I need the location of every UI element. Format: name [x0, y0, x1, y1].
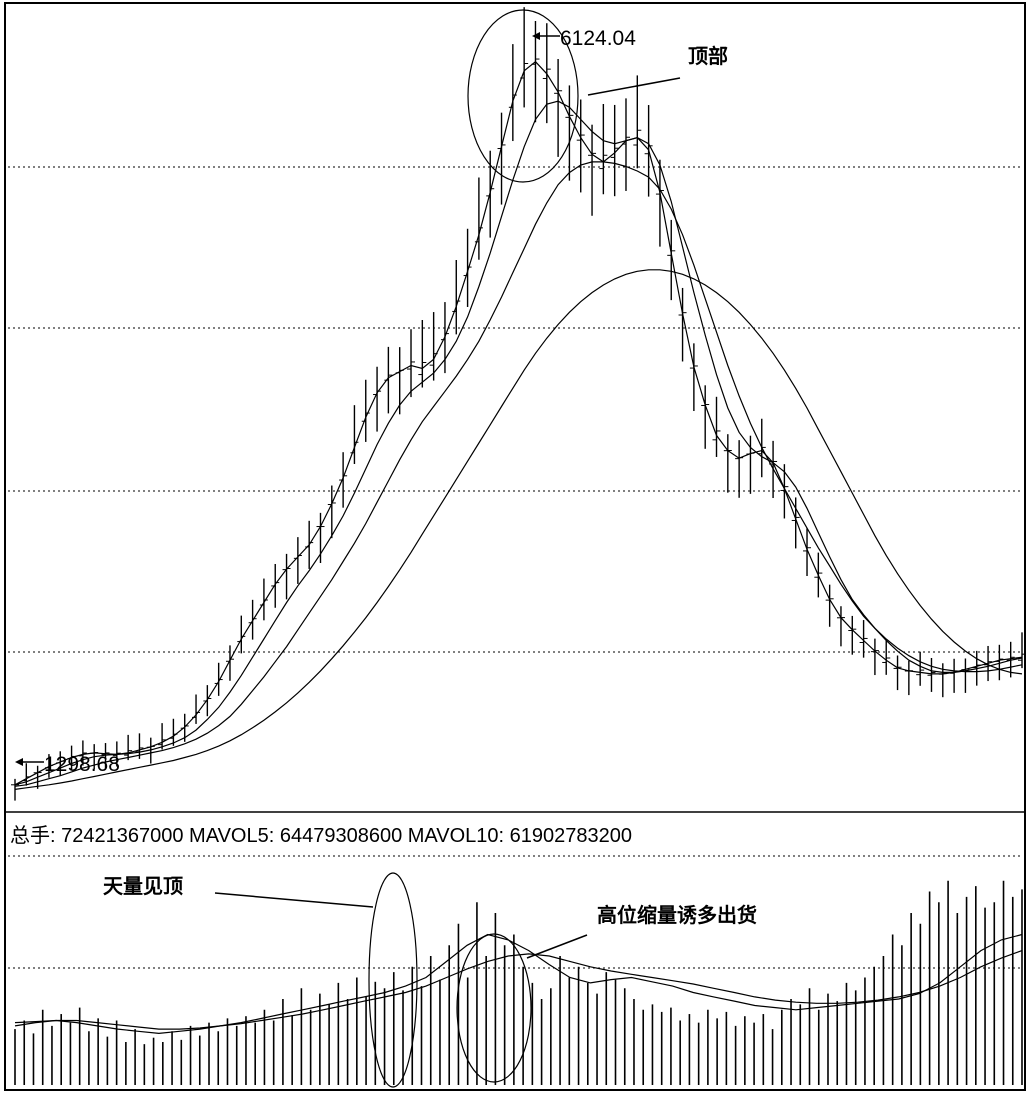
volume-gridlines — [8, 855, 1022, 969]
high-arrow-head — [532, 32, 540, 40]
low-price-label: 1298.68 — [44, 753, 120, 776]
price-moving-averages — [14, 60, 1023, 790]
volume-header: 总手: 72421367000 MAVOL5: 64479308600 MAVO… — [10, 824, 632, 847]
mavol10-label: MAVOL10 — [408, 825, 499, 847]
volume-panel: 总手: 72421367000 MAVOL5: 64479308600 MAVO… — [8, 824, 1023, 1088]
volume-moving-averages — [14, 933, 1023, 1035]
top-annotation: 顶部 — [688, 44, 728, 68]
volume-ma-line-2 — [14, 950, 1023, 1030]
price-ma-line-2 — [14, 100, 1023, 786]
total-volume-value: 72421367000 — [61, 825, 183, 847]
price-panel: 6124.04 顶部 1298.68 — [8, 7, 1026, 801]
price-ma-line-4 — [14, 269, 1023, 790]
peak-volume-pointer — [214, 892, 374, 908]
price-ma-line-3 — [14, 161, 1023, 787]
price-gridlines — [8, 166, 1022, 653]
top-circle — [467, 9, 579, 183]
total-volume-label: 总手 — [10, 824, 50, 847]
volume-ma-line-1 — [14, 933, 1023, 1035]
price-ma-line-1 — [14, 60, 1023, 786]
low-arrow-head — [15, 758, 23, 766]
shrinking-volume-annotation: 高位缩量诱多出货 — [597, 903, 757, 927]
mavol5-label: MAVOL5 — [189, 825, 269, 847]
high-price-label: 6124.04 — [560, 27, 636, 50]
shrinking-volume-circle — [456, 933, 532, 1083]
mavol5-value: 64479308600 — [280, 825, 402, 847]
peak-volume-circle — [368, 872, 418, 1088]
chart-border — [4, 2, 1026, 1091]
peak-volume-annotation: 天量见顶 — [103, 875, 183, 898]
mavol10-value: 61902783200 — [510, 825, 632, 847]
top-annotation-pointer — [587, 77, 681, 96]
shrinking-volume-pointer — [526, 934, 588, 959]
